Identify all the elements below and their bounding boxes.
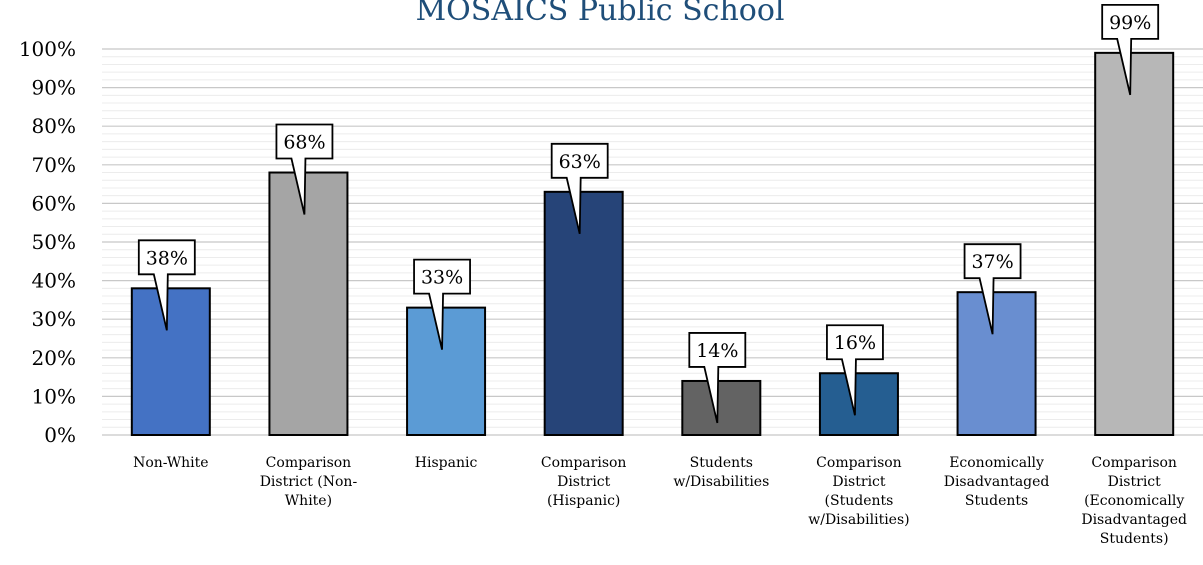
y-tick-label: 70% xyxy=(32,153,76,177)
gridlines xyxy=(102,48,1203,436)
data-label: 33% xyxy=(421,267,463,289)
x-category-label-line: Non-White xyxy=(133,455,208,471)
x-category-label: Hispanic xyxy=(415,455,478,471)
x-category-label-line: (Hispanic) xyxy=(547,493,620,509)
x-category-label: Economically Disadvantaged Students xyxy=(944,455,1050,509)
x-category-label-line: w/Disabilities xyxy=(673,474,769,490)
x-category-label: Comparison District (Economically Disadvant… xyxy=(1081,455,1187,547)
y-tick-label: 80% xyxy=(32,114,76,138)
x-category-label-line: (Students xyxy=(825,493,894,509)
data-label: 99% xyxy=(1109,12,1151,34)
x-category-label-line: White) xyxy=(285,493,332,509)
x-category-label: Non-White xyxy=(133,455,208,471)
data-label: 38% xyxy=(146,247,188,269)
data-label-callout xyxy=(826,324,884,416)
chart-title: MOSAICS Public School xyxy=(415,0,784,28)
x-category-label-line: Hispanic xyxy=(415,455,478,471)
y-tick-label: 50% xyxy=(32,230,76,254)
x-category-label-line: Students) xyxy=(1100,531,1169,547)
bar xyxy=(818,372,899,436)
data-label: 14% xyxy=(696,340,738,362)
y-axis-ticks: 0% 10% 20% 30% 40% 50% 60% 70% 80% 90% 100% xyxy=(19,37,76,447)
data-labels: 38% 68% 33% 63% 14% 16% 37% 99% xyxy=(137,3,1160,424)
x-category-label: Comparison District (Hispanic) xyxy=(541,455,627,509)
x-category-label-line: Comparison xyxy=(266,455,352,471)
data-label: 37% xyxy=(971,251,1013,273)
x-category-label: Comparison District (Students w/Disabilitie… xyxy=(808,455,909,528)
x-category-label-line: Comparison xyxy=(816,455,902,471)
bar xyxy=(1094,51,1175,437)
x-category-label: Students w/Disabilities xyxy=(673,455,769,490)
y-tick-label: 10% xyxy=(32,384,76,408)
x-category-label: Comparison District (Non- White) xyxy=(260,455,358,509)
bar xyxy=(268,171,349,437)
x-category-label-line: District xyxy=(1108,474,1162,490)
bar xyxy=(130,287,211,436)
x-category-label-line: Students xyxy=(690,455,753,471)
x-category-label-line: District (Non- xyxy=(260,474,358,490)
x-category-label-line: w/Disabilities) xyxy=(808,512,909,528)
y-tick-label: 40% xyxy=(32,269,76,293)
x-category-label-line: (Economically xyxy=(1084,493,1184,509)
data-label-callout xyxy=(1101,3,1160,96)
data-label: 16% xyxy=(834,332,876,354)
x-category-label-line: Economically xyxy=(949,455,1044,471)
data-label: 63% xyxy=(559,151,601,173)
y-tick-label: 60% xyxy=(32,191,76,215)
data-label-callout xyxy=(688,332,747,424)
x-category-label-line: Disadvantaged xyxy=(944,474,1050,490)
data-label-callout xyxy=(550,142,609,235)
bar xyxy=(681,379,762,436)
x-category-label-line: Comparison xyxy=(541,455,627,471)
y-tick-label: 30% xyxy=(32,307,76,331)
data-label-callout xyxy=(963,243,1022,335)
y-tick-label: 100% xyxy=(19,37,76,61)
x-category-label-line: District xyxy=(832,474,886,490)
bar xyxy=(956,291,1037,436)
x-category-label-line: Disadvantaged xyxy=(1081,512,1187,528)
x-category-label-line: Students xyxy=(965,493,1028,509)
data-label-callout xyxy=(137,239,196,331)
x-axis-labels: Non-White Comparison District (Non- White) H… xyxy=(133,455,1187,547)
y-tick-label: 0% xyxy=(44,423,76,447)
data-label-callout xyxy=(275,123,334,215)
bar xyxy=(406,306,487,436)
y-tick-label: 20% xyxy=(32,346,76,370)
x-category-label-line: District xyxy=(557,474,611,490)
bars xyxy=(130,51,1175,437)
data-label-callout xyxy=(413,258,471,350)
y-tick-label: 90% xyxy=(32,76,76,100)
data-label: 68% xyxy=(283,132,325,154)
bar xyxy=(543,190,624,436)
x-category-label-line: Comparison xyxy=(1091,455,1177,471)
